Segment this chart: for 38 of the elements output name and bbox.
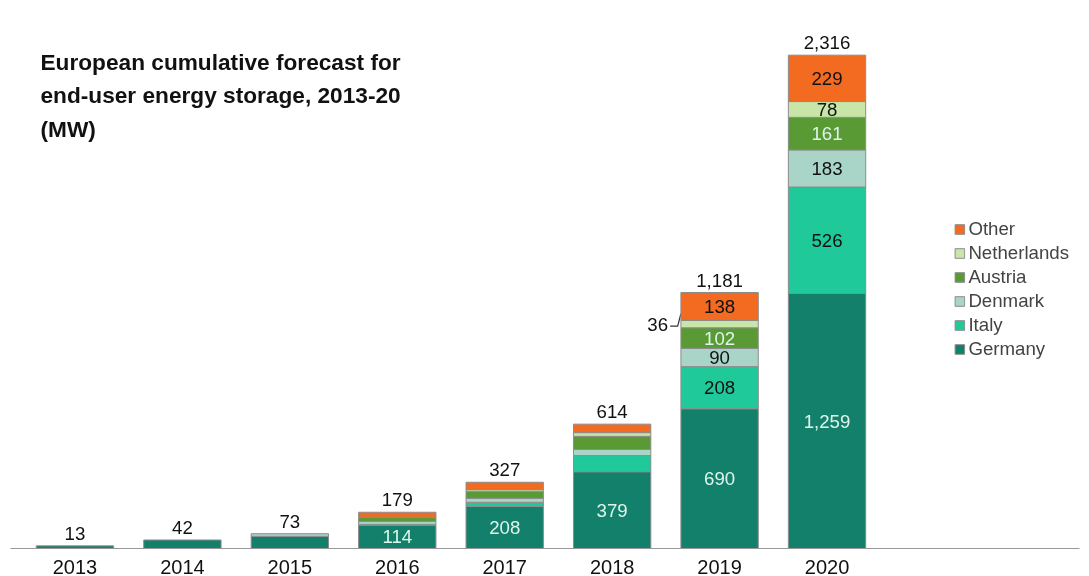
data-label: 90 (709, 347, 730, 369)
annotation: 13 (64, 522, 86, 544)
text: European cumulative forecast for end-user energy storage, 2013-20 (MW) (40, 48, 401, 143)
data-label: 229 (811, 67, 843, 89)
legend-label: Netherlands (968, 242, 1069, 264)
x-tick-label: 2019 (697, 555, 742, 576)
data-label: 208 (489, 516, 521, 538)
x-tick-label: 2015 (267, 555, 313, 576)
x-tick-label: 2018 (589, 555, 635, 576)
data-label: 36 (647, 313, 669, 335)
annotation: 614 (596, 401, 628, 423)
x-tick-label: 2013 (52, 555, 98, 576)
annotation: 327 (489, 459, 521, 481)
data-label: 78 (816, 98, 838, 120)
annotation: 42 (172, 516, 193, 538)
data-label: 183 (811, 157, 843, 179)
legend-label: Italy (968, 314, 1003, 336)
annotation: 179 (381, 489, 413, 511)
legend-label: Germany (968, 338, 1046, 360)
annotation: 1,181 (696, 269, 743, 291)
legend-label: Austria (968, 266, 1027, 288)
data-label: 114 (382, 526, 413, 548)
x-tick-label: 2014 (160, 555, 205, 576)
data-label: 1,259 (803, 410, 851, 432)
x-tick-label: 2017 (482, 555, 527, 576)
data-label: 161 (811, 123, 843, 145)
legend-label: Other (968, 218, 1016, 240)
data-label: 102 (704, 327, 736, 349)
data-label: 379 (596, 499, 628, 521)
data-label: 138 (704, 295, 736, 317)
x-tick-label: 2020 (804, 555, 850, 576)
data-label: 526 (811, 229, 843, 251)
x-tick-label: 2016 (375, 555, 420, 576)
data-label: 690 (704, 468, 736, 490)
data-label: 208 (704, 377, 736, 399)
annotation: 73 (279, 510, 301, 532)
annotation: 2,316 (803, 32, 851, 54)
legend-label: Denmark (968, 290, 1045, 312)
